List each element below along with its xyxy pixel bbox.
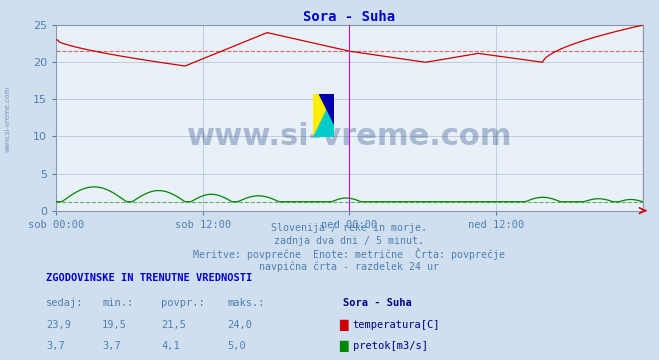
Text: maks.:: maks.:	[227, 298, 265, 308]
Text: pretok[m3/s]: pretok[m3/s]	[353, 341, 428, 351]
Text: 4,1: 4,1	[161, 341, 180, 351]
Text: 24,0: 24,0	[227, 320, 252, 330]
Text: █: █	[339, 341, 348, 352]
Text: navpična črta - razdelek 24 ur: navpična črta - razdelek 24 ur	[259, 261, 440, 271]
Text: 3,7: 3,7	[46, 341, 65, 351]
Text: zadnja dva dni / 5 minut.: zadnja dva dni / 5 minut.	[274, 236, 424, 246]
Title: Sora - Suha: Sora - Suha	[303, 10, 395, 24]
Text: 21,5: 21,5	[161, 320, 186, 330]
Text: Slovenija / reke in morje.: Slovenija / reke in morje.	[272, 223, 427, 233]
Polygon shape	[320, 94, 334, 124]
Text: sedaj:: sedaj:	[46, 298, 84, 308]
Text: min.:: min.:	[102, 298, 133, 308]
Text: ZGODOVINSKE IN TRENUTNE VREDNOSTI: ZGODOVINSKE IN TRENUTNE VREDNOSTI	[46, 273, 252, 283]
Text: www.si-vreme.com: www.si-vreme.com	[186, 122, 512, 151]
Text: temperatura[C]: temperatura[C]	[353, 320, 440, 330]
Text: 23,9: 23,9	[46, 320, 71, 330]
Text: █: █	[339, 319, 348, 330]
Text: 3,7: 3,7	[102, 341, 121, 351]
Text: povpr.:: povpr.:	[161, 298, 205, 308]
Polygon shape	[313, 94, 334, 137]
Polygon shape	[313, 94, 334, 137]
Text: www.si-vreme.com: www.si-vreme.com	[5, 86, 11, 152]
Text: 5,0: 5,0	[227, 341, 246, 351]
Text: Meritve: povprečne  Enote: metrične  Črta: povprečje: Meritve: povprečne Enote: metrične Črta:…	[193, 248, 505, 260]
Text: 19,5: 19,5	[102, 320, 127, 330]
Text: Sora - Suha: Sora - Suha	[343, 298, 411, 308]
